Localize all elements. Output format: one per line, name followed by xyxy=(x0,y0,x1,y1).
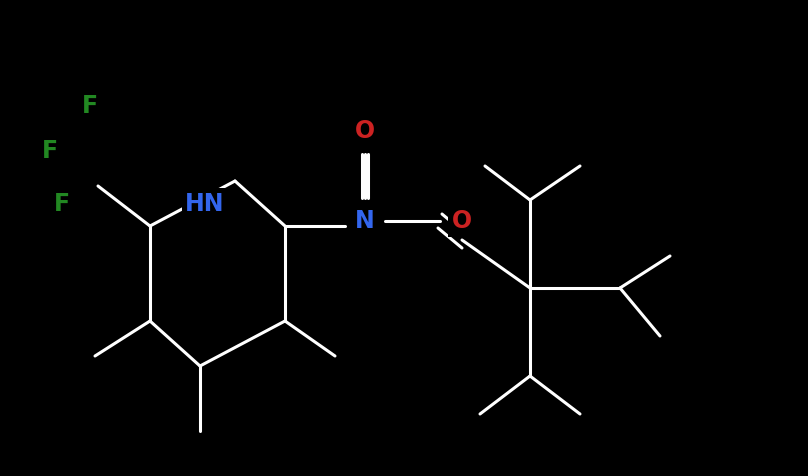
Text: O: O xyxy=(355,119,375,143)
Text: N: N xyxy=(356,209,375,233)
Text: F: F xyxy=(42,139,58,163)
Text: F: F xyxy=(54,192,70,216)
Text: O: O xyxy=(452,209,472,233)
Text: F: F xyxy=(82,94,98,118)
Text: HN: HN xyxy=(185,192,225,216)
